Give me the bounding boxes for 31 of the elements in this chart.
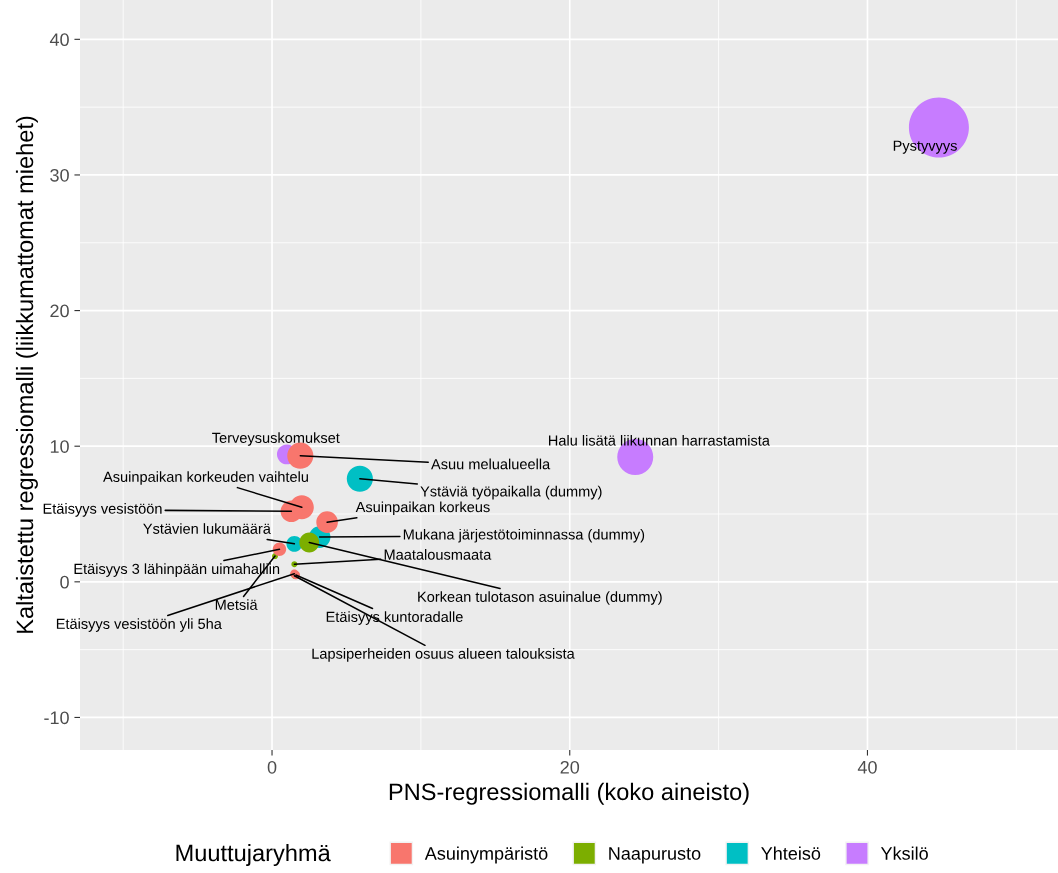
x-axis-title: PNS-regressiomalli (koko aineisto) — [389, 782, 749, 805]
x-tick-label: 20 — [560, 760, 580, 774]
annotation: Halu lisätä liikunnan harrastamista — [549, 434, 770, 446]
annotation: Lapsiperheiden osuus alueen talouksista — [312, 648, 575, 662]
legend-label: Yksilö — [880, 846, 928, 860]
annotation: Asuu melualueella — [431, 458, 551, 470]
y-axis-title: Kaltaistettu regressiomalli (liikkumattomat miehet) — [15, 116, 38, 633]
y-tick-label: -10 — [44, 711, 69, 725]
x-tick-label: 0 — [267, 760, 277, 774]
annotation: Metsiä — [215, 599, 258, 610]
annotation: Mukana järjestötoiminnassa (dummy) — [403, 528, 645, 543]
y-tick-label: 40 — [49, 33, 69, 47]
annotation: Ystävien lukumäärä — [143, 523, 271, 534]
y-tick-label: 20 — [50, 304, 69, 318]
annotation: Korkean tulotason asuinalue (dummy) — [418, 591, 662, 605]
annotation: Etäisyys vesistöön — [43, 503, 162, 517]
annotation: Pystyvyys — [893, 140, 957, 154]
y-tick-label: 0 — [60, 575, 69, 589]
legend-title: Muuttujaryhmä — [176, 843, 331, 867]
y-tick-label: 30 — [50, 168, 69, 182]
annotation: Terveysuskomukset — [212, 432, 340, 446]
legend-label: Asuinympäristö — [424, 846, 548, 864]
annotation: Ystäviä työpaikalla (dummy) — [420, 485, 602, 500]
annotation: Maatalousmaata — [384, 549, 492, 560]
annotation: Etäisyys vesistöön yli 5ha — [56, 618, 222, 632]
annotation: Asuinpaikan korkeuden vaihtelu — [103, 471, 308, 485]
legend-label: Naapurusto — [609, 847, 701, 864]
x-tick-label: 40 — [857, 760, 877, 774]
y-tick-label: 10 — [50, 440, 69, 453]
annotation: Asuinpaikan korkeus — [355, 501, 490, 516]
legend-label: Yhteisö — [761, 846, 821, 860]
